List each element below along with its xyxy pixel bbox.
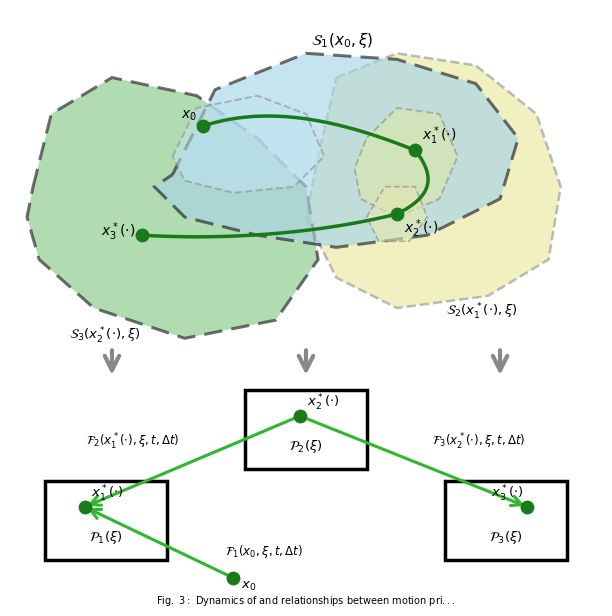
Point bbox=[80, 502, 89, 512]
Text: $\mathcal{S}_3(x_2^*(\cdot),\xi)$: $\mathcal{S}_3(x_2^*(\cdot),\xi)$ bbox=[70, 326, 141, 346]
Bar bbox=[45, 481, 166, 560]
Text: $\mathcal{P}_1(\xi)$: $\mathcal{P}_1(\xi)$ bbox=[89, 529, 123, 546]
Bar bbox=[446, 481, 567, 560]
Polygon shape bbox=[306, 54, 561, 308]
Text: $x_0$: $x_0$ bbox=[241, 580, 256, 593]
Text: $x_3^*(\cdot)$: $x_3^*(\cdot)$ bbox=[491, 484, 524, 504]
Polygon shape bbox=[354, 108, 458, 217]
Text: $\mathcal{P}_2(\xi)$: $\mathcal{P}_2(\xi)$ bbox=[289, 438, 323, 455]
Point bbox=[410, 145, 420, 155]
Point bbox=[198, 121, 208, 131]
Polygon shape bbox=[154, 54, 518, 248]
Text: $\mathcal{F}_2(x_1^*(\cdot),\xi,t,\Delta t)$: $\mathcal{F}_2(x_1^*(\cdot),\xi,t,\Delta… bbox=[86, 432, 180, 452]
Text: $x_2^*(\cdot)$: $x_2^*(\cdot)$ bbox=[307, 393, 340, 413]
Text: $\mathcal{F}_1(x_0,\xi,t,\Delta t)$: $\mathcal{F}_1(x_0,\xi,t,\Delta t)$ bbox=[225, 543, 302, 561]
Bar bbox=[245, 390, 367, 469]
Point bbox=[295, 411, 305, 421]
Text: $\mathcal{P}_3(\xi)$: $\mathcal{P}_3(\xi)$ bbox=[489, 529, 523, 546]
Point bbox=[523, 502, 532, 512]
Text: $x_3^*(\cdot)$: $x_3^*(\cdot)$ bbox=[101, 221, 135, 243]
Text: $\mathrm{Fig.\ 3:\ Dynamics\ of\ and\ relationships\ between\ motion\ pri...}$: $\mathrm{Fig.\ 3:\ Dynamics\ of\ and\ re… bbox=[156, 594, 456, 608]
Polygon shape bbox=[367, 187, 427, 241]
Polygon shape bbox=[27, 78, 318, 338]
Point bbox=[392, 209, 402, 219]
Polygon shape bbox=[173, 95, 324, 193]
Text: $x_2^*(\cdot)$: $x_2^*(\cdot)$ bbox=[405, 217, 439, 240]
Text: $x_1^*(\cdot)$: $x_1^*(\cdot)$ bbox=[91, 484, 124, 504]
Text: $x_1^*(\cdot)$: $x_1^*(\cdot)$ bbox=[422, 124, 457, 147]
Text: $\mathcal{S}_2(x_1^*(\cdot),\xi)$: $\mathcal{S}_2(x_1^*(\cdot),\xi)$ bbox=[446, 302, 518, 322]
Text: $\mathcal{S}_1(x_0,\xi)$: $\mathcal{S}_1(x_0,\xi)$ bbox=[312, 31, 373, 51]
Text: $x_0$: $x_0$ bbox=[181, 108, 197, 123]
Point bbox=[137, 230, 147, 240]
Text: $\mathcal{F}_3(x_2^*(\cdot),\xi,t,\Delta t)$: $\mathcal{F}_3(x_2^*(\cdot),\xi,t,\Delta… bbox=[432, 432, 526, 452]
Point bbox=[228, 573, 238, 583]
